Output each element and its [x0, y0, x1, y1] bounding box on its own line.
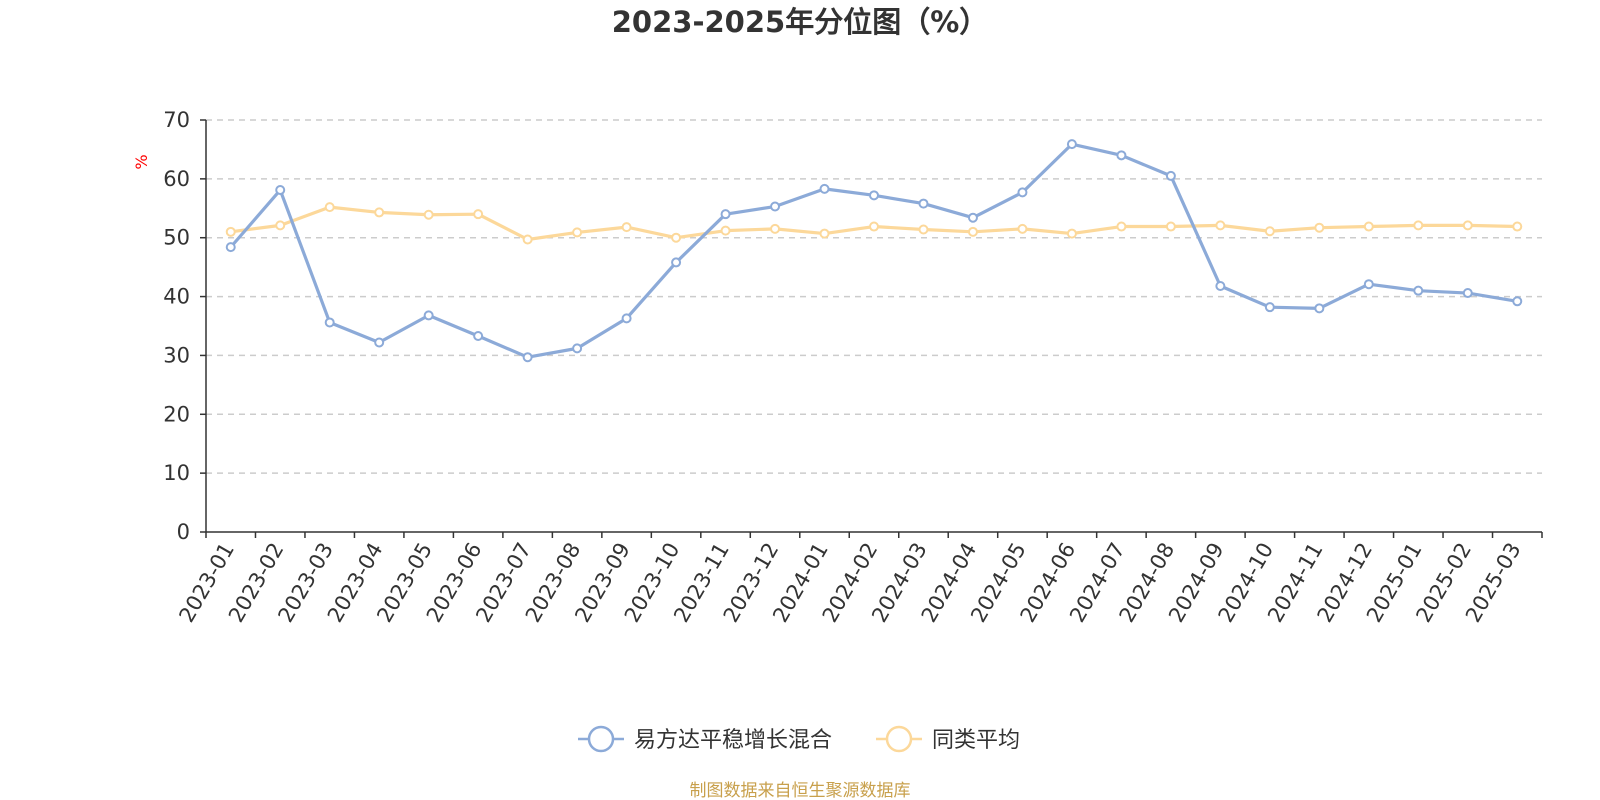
- data-point[interactable]: [374, 337, 385, 348]
- data-point[interactable]: [1512, 221, 1523, 232]
- y-tick-label: 50: [163, 226, 190, 250]
- axes: 0102030405060702023-012023-022023-032023…: [163, 108, 1543, 626]
- data-point[interactable]: [918, 224, 929, 235]
- data-point[interactable]: [225, 242, 236, 253]
- data-point[interactable]: [522, 352, 533, 363]
- data-point[interactable]: [770, 223, 781, 234]
- data-point[interactable]: [1314, 303, 1325, 314]
- data-point[interactable]: [967, 226, 978, 237]
- data-point[interactable]: [1264, 226, 1275, 237]
- y-tick-label: 20: [163, 402, 190, 426]
- data-point[interactable]: [770, 201, 781, 212]
- data-point[interactable]: [1165, 221, 1176, 232]
- data-point[interactable]: [1215, 220, 1226, 231]
- legend[interactable]: 易方达平稳增长混合 同类平均: [578, 725, 1020, 753]
- data-point[interactable]: [819, 228, 830, 239]
- data-point[interactable]: [621, 313, 632, 324]
- data-point[interactable]: [324, 317, 335, 328]
- data-point[interactable]: [1215, 280, 1226, 291]
- data-point[interactable]: [225, 226, 236, 237]
- y-axis-unit-label: %: [132, 154, 151, 169]
- data-point[interactable]: [1413, 285, 1424, 296]
- series-2: [225, 202, 1523, 245]
- legend-item[interactable]: 同类平均: [876, 725, 1020, 753]
- y-tick-label: 10: [163, 461, 190, 485]
- y-tick-label: 30: [163, 343, 190, 367]
- data-point[interactable]: [621, 222, 632, 233]
- y-tick-label: 60: [163, 167, 190, 191]
- legend-item[interactable]: 易方达平稳增长混合: [578, 725, 832, 753]
- series-1: [225, 139, 1523, 363]
- data-point[interactable]: [1462, 288, 1473, 299]
- data-point[interactable]: [1017, 187, 1028, 198]
- data-point[interactable]: [1066, 139, 1077, 150]
- data-point[interactable]: [1462, 220, 1473, 231]
- grid-lines: [206, 119, 1542, 474]
- data-point[interactable]: [1413, 220, 1424, 231]
- legend-label: 同类平均: [932, 728, 1020, 753]
- data-point[interactable]: [572, 343, 583, 354]
- data-point[interactable]: [869, 190, 879, 201]
- data-point[interactable]: [1363, 221, 1374, 232]
- data-point[interactable]: [967, 212, 978, 223]
- data-point[interactable]: [1116, 150, 1127, 161]
- data-point[interactable]: [869, 221, 879, 232]
- data-point[interactable]: [1264, 302, 1275, 313]
- data-point[interactable]: [671, 257, 682, 268]
- data-point[interactable]: [918, 198, 929, 209]
- legend-circle-icon: [587, 725, 615, 753]
- series-line: [229, 142, 1518, 359]
- data-point[interactable]: [1512, 296, 1523, 307]
- data-point[interactable]: [1116, 221, 1127, 232]
- data-point[interactable]: [572, 227, 583, 238]
- y-tick-label: 0: [177, 520, 190, 544]
- data-point[interactable]: [275, 185, 286, 196]
- data-point[interactable]: [473, 331, 484, 342]
- data-point[interactable]: [374, 207, 385, 218]
- data-point[interactable]: [473, 209, 484, 220]
- data-point[interactable]: [671, 232, 682, 243]
- y-tick-label: 40: [163, 285, 190, 309]
- data-point[interactable]: [1017, 223, 1028, 234]
- data-point[interactable]: [423, 209, 434, 220]
- data-point[interactable]: [720, 209, 731, 220]
- data-point[interactable]: [819, 183, 830, 194]
- data-point[interactable]: [423, 310, 434, 321]
- data-source-note: 制图数据来自恒生聚源数据库: [690, 781, 911, 800]
- data-point[interactable]: [1066, 228, 1077, 239]
- data-point[interactable]: [522, 234, 533, 245]
- legend-circle-icon: [885, 725, 913, 753]
- data-point[interactable]: [720, 225, 731, 236]
- series-lines: [225, 139, 1523, 363]
- legend-label: 易方达平稳增长混合: [634, 728, 832, 753]
- data-point[interactable]: [1314, 222, 1325, 233]
- data-point[interactable]: [1165, 170, 1176, 181]
- y-tick-label: 70: [163, 108, 190, 132]
- chart-title: 2023-2025年分位图（%）: [612, 5, 989, 39]
- data-point[interactable]: [275, 220, 286, 231]
- data-point[interactable]: [1363, 279, 1374, 290]
- data-point[interactable]: [324, 202, 335, 213]
